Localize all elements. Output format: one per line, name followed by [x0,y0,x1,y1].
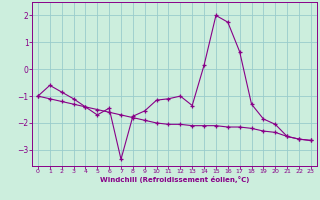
X-axis label: Windchill (Refroidissement éolien,°C): Windchill (Refroidissement éolien,°C) [100,176,249,183]
